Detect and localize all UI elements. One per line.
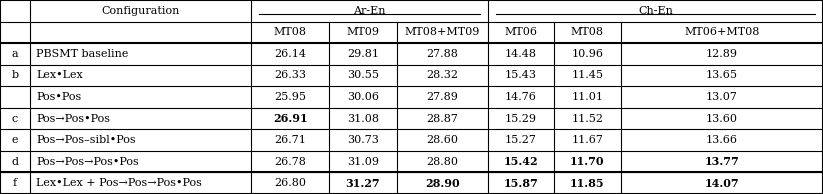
Text: 11.45: 11.45 xyxy=(571,70,603,81)
Text: 14.76: 14.76 xyxy=(505,92,537,102)
Text: 28.90: 28.90 xyxy=(425,178,460,189)
Text: Configuration: Configuration xyxy=(101,6,179,16)
Text: 13.60: 13.60 xyxy=(706,113,737,124)
Text: 27.88: 27.88 xyxy=(426,49,458,59)
Text: Pos→Pos–sibl•Pos: Pos→Pos–sibl•Pos xyxy=(36,135,136,145)
Text: 11.70: 11.70 xyxy=(570,156,604,167)
Text: 31.09: 31.09 xyxy=(347,157,379,167)
Text: 26.78: 26.78 xyxy=(274,157,306,167)
Text: 28.60: 28.60 xyxy=(426,135,458,145)
Text: c: c xyxy=(12,113,18,124)
Text: 11.52: 11.52 xyxy=(571,113,603,124)
Text: 11.01: 11.01 xyxy=(571,92,603,102)
Text: 28.80: 28.80 xyxy=(426,157,458,167)
Text: 30.06: 30.06 xyxy=(347,92,379,102)
Text: d: d xyxy=(12,157,18,167)
Text: 14.48: 14.48 xyxy=(505,49,537,59)
Text: b: b xyxy=(12,70,18,81)
Text: 28.32: 28.32 xyxy=(426,70,458,81)
Text: 10.96: 10.96 xyxy=(571,49,603,59)
Text: 11.67: 11.67 xyxy=(571,135,603,145)
Text: MT06: MT06 xyxy=(504,27,537,37)
Text: 29.81: 29.81 xyxy=(347,49,379,59)
Text: 15.27: 15.27 xyxy=(505,135,537,145)
Text: 31.27: 31.27 xyxy=(346,178,380,189)
Text: 15.43: 15.43 xyxy=(505,70,537,81)
Text: 15.29: 15.29 xyxy=(505,113,537,124)
Text: Lex•Lex + Pos→Pos→Pos•Pos: Lex•Lex + Pos→Pos→Pos•Pos xyxy=(36,178,202,188)
Text: Pos→Pos→Pos•Pos: Pos→Pos→Pos•Pos xyxy=(36,157,139,167)
Text: MT06+MT08: MT06+MT08 xyxy=(684,27,760,37)
Text: 26.91: 26.91 xyxy=(272,113,308,124)
Text: Ch-En: Ch-En xyxy=(638,6,673,16)
Text: 28.87: 28.87 xyxy=(426,113,458,124)
Text: 14.07: 14.07 xyxy=(704,178,739,189)
Text: f: f xyxy=(12,178,17,188)
Text: Pos→Pos•Pos: Pos→Pos•Pos xyxy=(36,113,110,124)
Text: Ar-En: Ar-En xyxy=(353,6,386,16)
Text: Lex•Lex: Lex•Lex xyxy=(36,70,83,81)
Text: 12.89: 12.89 xyxy=(706,49,737,59)
Text: 13.65: 13.65 xyxy=(706,70,737,81)
Text: 13.66: 13.66 xyxy=(706,135,737,145)
Text: e: e xyxy=(12,135,18,145)
Text: 31.08: 31.08 xyxy=(347,113,379,124)
Text: MT09: MT09 xyxy=(346,27,379,37)
Text: 26.33: 26.33 xyxy=(274,70,306,81)
Text: MT08+MT09: MT08+MT09 xyxy=(405,27,480,37)
Text: 15.42: 15.42 xyxy=(504,156,538,167)
Text: 26.80: 26.80 xyxy=(274,178,306,188)
Text: 30.73: 30.73 xyxy=(347,135,379,145)
Text: PBSMT baseline: PBSMT baseline xyxy=(36,49,128,59)
Text: 13.07: 13.07 xyxy=(706,92,737,102)
Text: MT08: MT08 xyxy=(570,27,604,37)
Text: MT08: MT08 xyxy=(273,27,307,37)
Text: 26.14: 26.14 xyxy=(274,49,306,59)
Text: 15.87: 15.87 xyxy=(504,178,538,189)
Text: 30.55: 30.55 xyxy=(347,70,379,81)
Text: 25.95: 25.95 xyxy=(274,92,306,102)
Text: 13.77: 13.77 xyxy=(704,156,739,167)
Text: Pos•Pos: Pos•Pos xyxy=(36,92,81,102)
Text: 27.89: 27.89 xyxy=(426,92,458,102)
Text: 26.71: 26.71 xyxy=(274,135,306,145)
Text: a: a xyxy=(12,49,18,59)
Text: 11.85: 11.85 xyxy=(570,178,605,189)
